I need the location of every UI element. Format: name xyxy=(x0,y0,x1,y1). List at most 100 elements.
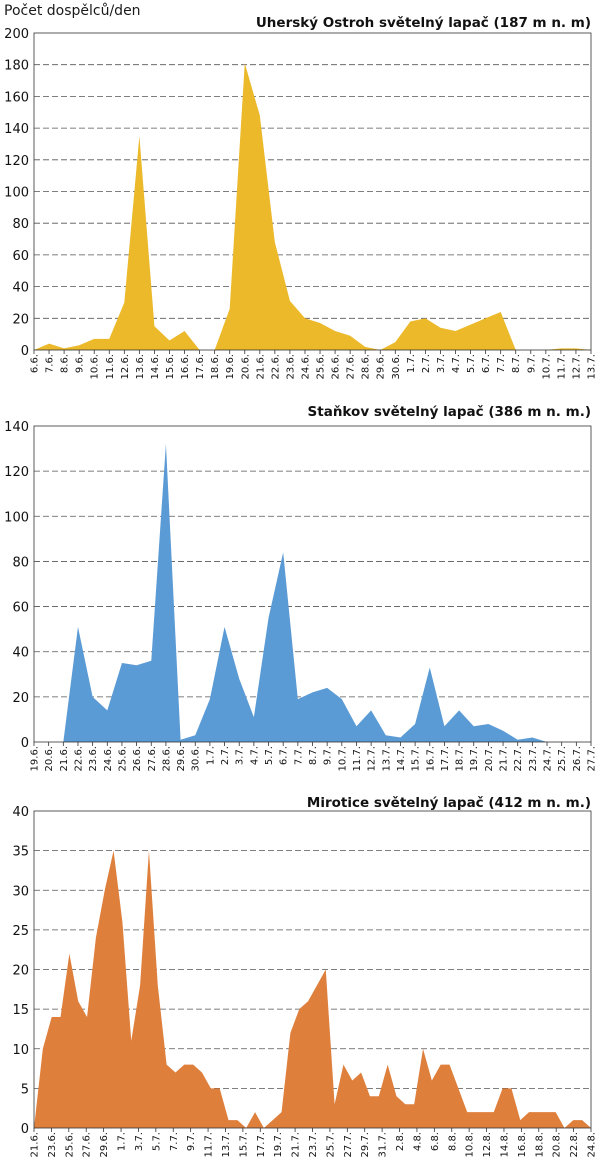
chart-stankov: Staňkov světelný lapač (386 m n. m.) 0 20 4… xyxy=(4,404,597,771)
data-point xyxy=(298,1008,300,1010)
data-point xyxy=(385,734,387,736)
data-point xyxy=(304,317,306,319)
chart-uhersky-ostroh: Uherský Ostroh světelný lapač (187 m n. … xyxy=(4,15,597,379)
data-point xyxy=(399,736,401,738)
data-point xyxy=(311,691,313,693)
x-tick-label: 15.7. xyxy=(411,746,422,771)
x-tick-label: 10.7. xyxy=(337,746,348,771)
y-tick-label: 60 xyxy=(12,601,29,616)
x-tick-label: 18.7. xyxy=(455,746,466,771)
x-tick-label: 17.7. xyxy=(440,746,451,771)
x-tick-label: 23.6. xyxy=(47,1132,58,1157)
x-tick-label: 30.6. xyxy=(391,354,402,379)
data-point xyxy=(458,709,460,711)
x-tick-label: 13.6. xyxy=(135,354,146,379)
data-point xyxy=(254,1111,256,1113)
data-point xyxy=(369,1095,371,1097)
y-tick-label: 100 xyxy=(4,510,29,525)
data-point xyxy=(333,1103,335,1105)
y-tick-label: 35 xyxy=(12,845,29,860)
y-tick-label: 60 xyxy=(12,249,29,264)
x-tick-label: 26.7. xyxy=(572,746,583,771)
x-tick-label: 21.6. xyxy=(255,354,266,379)
data-point xyxy=(106,709,108,711)
x-tick-label: 2.7. xyxy=(220,746,231,765)
x-tick-label: 20.6. xyxy=(240,354,251,379)
data-point xyxy=(575,347,577,349)
data-point xyxy=(493,1111,495,1113)
area-series xyxy=(34,850,591,1128)
data-point xyxy=(218,1087,220,1089)
data-point xyxy=(325,968,327,970)
data-point xyxy=(77,1000,79,1002)
data-point xyxy=(297,698,299,700)
x-tick-label: 1.7. xyxy=(117,1132,128,1151)
x-tick-label: 3.7. xyxy=(235,746,246,765)
x-tick-label: 16.7. xyxy=(425,746,436,771)
x-tick-label: 29.6. xyxy=(99,1132,110,1157)
y-tick-label: 160 xyxy=(4,90,29,105)
x-tick-label: 18.6. xyxy=(210,354,221,379)
data-point xyxy=(473,725,475,727)
x-tick-label: 24.6. xyxy=(103,746,114,771)
data-point xyxy=(360,1071,362,1073)
y-tick-label: 120 xyxy=(4,154,29,169)
x-tick-label: 12.7. xyxy=(367,746,378,771)
data-point xyxy=(108,338,110,340)
x-tick-label: 11.7. xyxy=(556,354,567,379)
x-tick-label: 14.7. xyxy=(396,746,407,771)
data-point xyxy=(91,696,93,698)
y-tick-label: 25 xyxy=(12,924,29,939)
data-point xyxy=(210,1087,212,1089)
x-tick-label: 19.6. xyxy=(225,354,236,379)
data-point xyxy=(50,1016,52,1018)
x-tick-label: 3.7. xyxy=(134,1132,145,1151)
y-tick-label: 30 xyxy=(12,884,29,899)
x-tick-label: 19.7. xyxy=(469,746,480,771)
data-point xyxy=(165,443,167,445)
data-point xyxy=(223,626,225,628)
x-tick-label: 22.6. xyxy=(73,746,84,771)
data-point xyxy=(238,678,240,680)
data-point xyxy=(68,952,70,954)
y-tick-label: 0 xyxy=(21,736,29,751)
data-point xyxy=(209,698,211,700)
x-tick-label: 2.8. xyxy=(395,1132,406,1151)
x-tick-label: 13.7. xyxy=(221,1132,232,1157)
data-point xyxy=(510,1087,512,1089)
y-tick-label: 40 xyxy=(12,646,29,661)
x-tick-label: 29.6. xyxy=(376,354,387,379)
y-tick-label: 40 xyxy=(12,281,29,296)
x-tick-label: 14.8. xyxy=(499,1132,510,1157)
y-tick-label: 100 xyxy=(4,186,29,201)
x-tick-label: 9.7. xyxy=(323,746,334,765)
x-tick-label: 6.8. xyxy=(430,1132,441,1151)
chart-title: Mirotice světelný lapač (412 m n. m.) xyxy=(307,795,591,811)
y-tick-label: 40 xyxy=(12,805,29,820)
data-point xyxy=(440,1063,442,1065)
x-tick-label: 21.6. xyxy=(59,746,70,771)
x-tick-label: 21.7. xyxy=(291,1132,302,1157)
x-tick-label: 16.6. xyxy=(180,354,191,379)
data-point xyxy=(487,723,489,725)
data-point xyxy=(183,330,185,332)
x-tick-label: 5.7. xyxy=(151,1132,162,1151)
x-tick-label: 10.7. xyxy=(541,354,552,379)
data-point xyxy=(48,342,50,344)
data-point xyxy=(139,984,141,986)
data-point xyxy=(355,725,357,727)
x-tick-label: 24.7. xyxy=(543,746,554,771)
data-point xyxy=(414,723,416,725)
data-point xyxy=(429,666,431,668)
x-tick-label: 28.6. xyxy=(361,354,372,379)
data-point xyxy=(342,1063,344,1065)
x-tick-label: 20.8. xyxy=(552,1132,563,1157)
x-tick-label: 14.6. xyxy=(150,354,161,379)
x-tick-label: 9.7. xyxy=(526,354,537,373)
data-point xyxy=(431,1079,433,1081)
x-tick-label: 9.6. xyxy=(75,354,86,373)
y-tick-label: 140 xyxy=(4,420,29,435)
data-point xyxy=(546,1111,548,1113)
x-tick-label: 27.6. xyxy=(82,1132,93,1157)
